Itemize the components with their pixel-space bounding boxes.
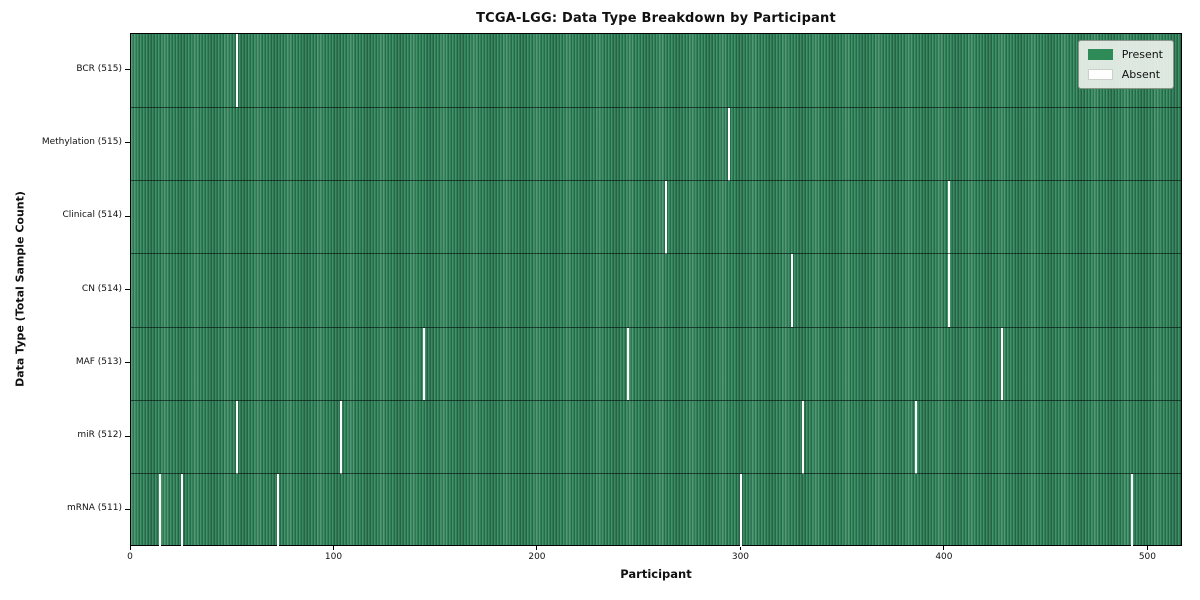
x-tick-mark bbox=[1146, 546, 1148, 550]
legend: Present Absent bbox=[1077, 40, 1174, 89]
absent-mark-Methylation-294 bbox=[728, 107, 731, 181]
y-tick-label-Methylation: Methylation (515) bbox=[41, 136, 122, 147]
absent-mark-MAF-244 bbox=[626, 327, 629, 401]
y-tick-label-mRNA: mRNA (511) bbox=[67, 503, 122, 514]
legend-label-present: Present bbox=[1121, 48, 1163, 61]
legend-label-absent: Absent bbox=[1121, 68, 1161, 81]
absent-mark-MAF-428 bbox=[1000, 327, 1003, 401]
y-tick-mark bbox=[125, 289, 130, 290]
absent-mark-CN-325 bbox=[791, 254, 794, 328]
absent-mark-mRNA-492 bbox=[1131, 474, 1134, 547]
row-divider bbox=[131, 399, 1181, 401]
x-tick-label-400: 400 bbox=[935, 552, 953, 562]
absent-mark-mRNA-25 bbox=[180, 474, 183, 547]
x-tick-label-300: 300 bbox=[731, 552, 750, 562]
row-divider bbox=[131, 473, 1181, 475]
y-tick-label-Clinical: Clinical (514) bbox=[62, 210, 122, 221]
y-tick-mark bbox=[125, 362, 130, 364]
legend-item-present: Present bbox=[1087, 48, 1163, 61]
y-tick-label-MAF: MAF (513) bbox=[75, 356, 122, 367]
absent-mark-Clinical-402 bbox=[948, 181, 950, 254]
x-tick-mark bbox=[536, 546, 538, 550]
row-divider bbox=[131, 106, 1181, 108]
x-tick-mark bbox=[129, 546, 131, 550]
absent-mark-mRNA-300 bbox=[740, 474, 743, 547]
y-tick-mark bbox=[125, 142, 130, 144]
x-tick-label-0: 0 bbox=[127, 552, 133, 562]
x-tick-mark bbox=[739, 546, 741, 550]
y-tick-mark bbox=[125, 69, 130, 71]
y-tick-mark bbox=[125, 215, 130, 217]
y-tick-label-BCR: BCR (515) bbox=[76, 63, 122, 74]
legend-item-absent: Absent bbox=[1087, 68, 1163, 81]
absent-mark-mRNA-14 bbox=[158, 474, 161, 547]
absent-mark-miR-330 bbox=[801, 400, 804, 474]
absent-mark-miR-103 bbox=[339, 400, 342, 474]
legend-swatch-absent-icon bbox=[1087, 69, 1113, 80]
absent-mark-BCR-52 bbox=[235, 34, 238, 108]
row-divider bbox=[131, 180, 1181, 182]
y-tick-mark bbox=[125, 435, 130, 437]
x-tick-mark bbox=[332, 546, 334, 550]
absent-mark-miR-386 bbox=[915, 400, 918, 474]
x-axis-title: Participant bbox=[620, 567, 692, 581]
absent-mark-Clinical-263 bbox=[665, 181, 668, 254]
plot-area: Present Absent bbox=[130, 33, 1182, 547]
x-tick-label-200: 200 bbox=[528, 552, 546, 562]
absent-mark-miR-52 bbox=[235, 400, 238, 474]
y-tick-label-miR: miR (512) bbox=[77, 430, 122, 441]
row-divider bbox=[131, 326, 1181, 328]
x-tick-label-500: 500 bbox=[1138, 552, 1156, 562]
chart-title: TCGA-LGG: Data Type Breakdown by Partici… bbox=[476, 11, 836, 26]
absent-mark-mRNA-72 bbox=[276, 474, 279, 547]
x-tick-mark bbox=[943, 546, 945, 550]
legend-swatch-present-icon bbox=[1087, 49, 1113, 60]
y-tick-label-CN: CN (514) bbox=[81, 283, 122, 294]
absent-mark-CN-402 bbox=[948, 254, 950, 328]
absent-mark-MAF-144 bbox=[423, 327, 425, 401]
row-divider bbox=[131, 253, 1181, 255]
x-tick-label-100: 100 bbox=[324, 552, 343, 562]
y-tick-mark bbox=[125, 508, 130, 510]
